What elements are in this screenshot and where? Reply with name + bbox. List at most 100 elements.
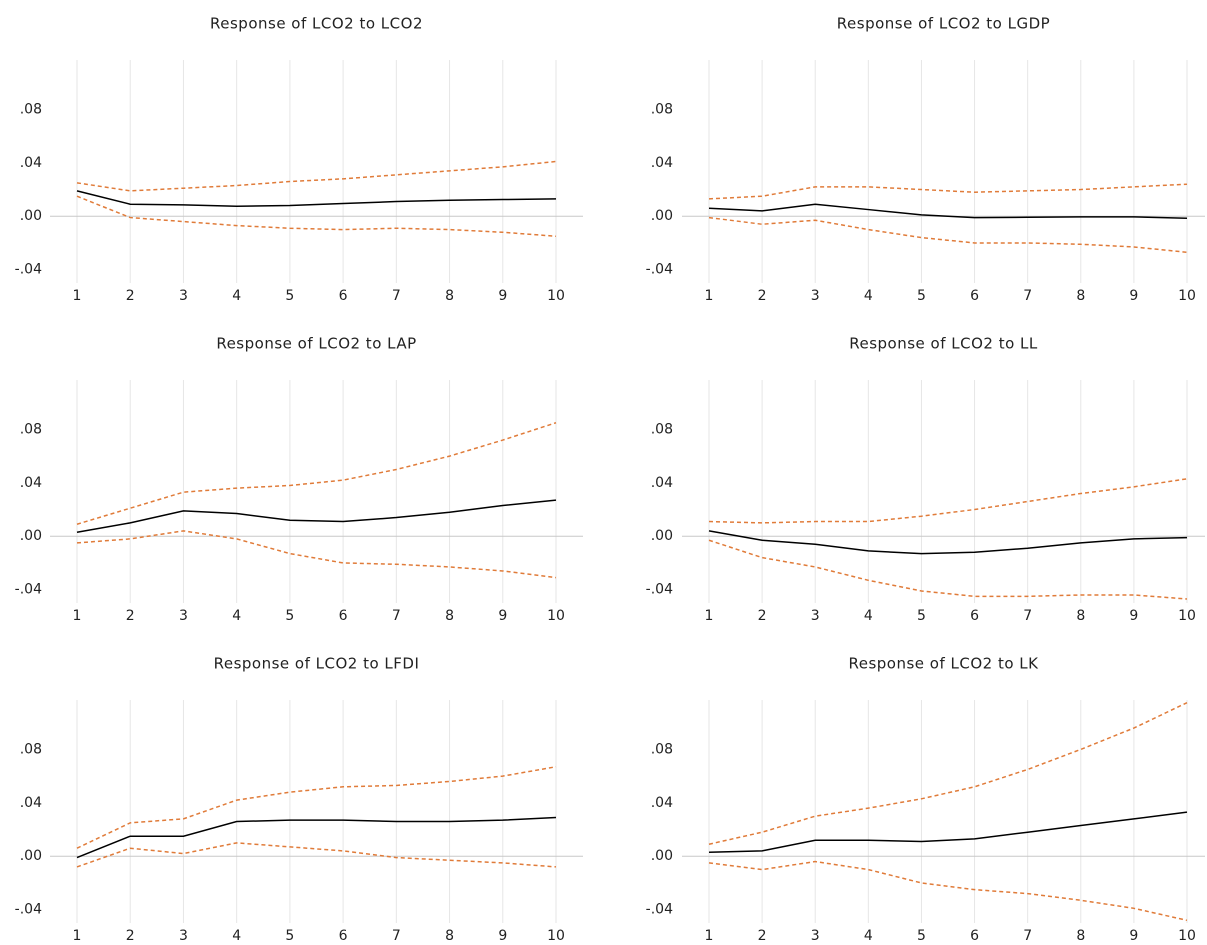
x-tick-label: 8 xyxy=(1076,928,1085,944)
x-tick-label: 3 xyxy=(811,928,820,944)
x-tick-label: 6 xyxy=(339,928,348,944)
x-tick-label: 7 xyxy=(1023,608,1032,624)
y-tick-label: .08 xyxy=(651,741,673,757)
x-tick-label: 2 xyxy=(758,928,767,944)
x-tick-label: 6 xyxy=(970,288,979,304)
x-tick-label: 5 xyxy=(917,288,926,304)
x-tick-label: 9 xyxy=(498,288,507,304)
x-tick-label: 10 xyxy=(1178,608,1196,624)
y-tick-label: -.04 xyxy=(646,582,673,598)
x-tick-label: 8 xyxy=(1076,608,1085,624)
y-tick-label: .00 xyxy=(20,528,42,544)
y-tick-label: -.04 xyxy=(15,902,42,918)
response-line xyxy=(708,811,1188,853)
response-line xyxy=(708,701,1188,845)
x-tick-label: 4 xyxy=(864,928,873,944)
x-tick-label: 9 xyxy=(1129,608,1138,624)
x-tick-label: 6 xyxy=(339,288,348,304)
y-tick-label: .08 xyxy=(20,421,42,437)
response-line xyxy=(76,422,557,525)
response-line xyxy=(76,160,557,192)
y-tick-label: .08 xyxy=(20,101,42,117)
x-tick-label: 7 xyxy=(392,928,401,944)
x-tick-label: 7 xyxy=(392,288,401,304)
x-tick-label: 10 xyxy=(547,928,565,944)
x-tick-label: 3 xyxy=(179,928,188,944)
x-tick-label: 3 xyxy=(179,608,188,624)
response-line xyxy=(76,195,557,238)
x-tick-label: 9 xyxy=(1129,288,1138,304)
response-line xyxy=(708,216,1188,254)
x-tick-label: 10 xyxy=(1178,928,1196,944)
chart-title: Response of LCO2 to LK xyxy=(848,655,1039,673)
x-tick-label: 6 xyxy=(970,928,979,944)
x-tick-label: 3 xyxy=(179,288,188,304)
y-tick-label: .04 xyxy=(651,475,673,491)
x-tick-label: 10 xyxy=(1178,288,1196,304)
x-tick-label: 1 xyxy=(705,608,714,624)
x-tick-label: 8 xyxy=(445,928,454,944)
x-tick-label: 9 xyxy=(498,608,507,624)
x-tick-label: 2 xyxy=(126,928,135,944)
x-tick-label: 8 xyxy=(1076,288,1085,304)
y-tick-label: .04 xyxy=(651,795,673,811)
y-tick-label: .04 xyxy=(20,155,42,171)
y-tick-label: .00 xyxy=(651,528,673,544)
x-tick-label: 6 xyxy=(339,608,348,624)
y-tick-label: .00 xyxy=(651,208,673,224)
x-tick-label: 4 xyxy=(232,928,241,944)
x-tick-label: 9 xyxy=(1129,928,1138,944)
x-tick-label: 10 xyxy=(547,608,565,624)
y-tick-label: -.04 xyxy=(15,262,42,278)
y-tick-label: .04 xyxy=(20,475,42,491)
x-tick-label: 7 xyxy=(1023,288,1032,304)
x-tick-label: 7 xyxy=(1023,928,1032,944)
x-tick-label: 2 xyxy=(758,288,767,304)
x-tick-label: 4 xyxy=(864,608,873,624)
chart-title: Response of LCO2 to LFDI xyxy=(214,655,420,673)
x-tick-label: 9 xyxy=(498,928,507,944)
x-tick-label: 5 xyxy=(285,288,294,304)
x-tick-label: 1 xyxy=(73,608,82,624)
x-tick-label: 4 xyxy=(232,288,241,304)
response-line xyxy=(76,499,557,533)
chart-title: Response of LCO2 to LGDP xyxy=(837,15,1050,33)
x-tick-label: 8 xyxy=(445,288,454,304)
response-line xyxy=(708,539,1188,600)
y-tick-label: -.04 xyxy=(646,902,673,918)
x-tick-label: 2 xyxy=(126,288,135,304)
response-line xyxy=(76,842,557,868)
chart-title: Response of LCO2 to LAP xyxy=(216,335,416,353)
y-tick-label: -.04 xyxy=(15,582,42,598)
response-line xyxy=(76,766,557,849)
response-line xyxy=(708,530,1188,555)
chart-title: Response of LCO2 to LL xyxy=(849,335,1038,353)
y-tick-label: .08 xyxy=(651,101,673,117)
x-tick-label: 2 xyxy=(758,608,767,624)
x-tick-label: 3 xyxy=(811,288,820,304)
x-tick-label: 3 xyxy=(811,608,820,624)
response-line xyxy=(76,816,557,859)
x-tick-label: 5 xyxy=(917,928,926,944)
x-tick-label: 4 xyxy=(232,608,241,624)
x-tick-label: 7 xyxy=(392,608,401,624)
x-tick-label: 5 xyxy=(285,608,294,624)
x-tick-label: 1 xyxy=(705,928,714,944)
response-line xyxy=(76,190,557,207)
x-tick-label: 1 xyxy=(73,928,82,944)
response-line xyxy=(708,203,1188,219)
y-tick-label: .00 xyxy=(20,848,42,864)
y-tick-label: .04 xyxy=(651,155,673,171)
x-tick-label: 5 xyxy=(285,928,294,944)
x-tick-label: 4 xyxy=(864,288,873,304)
x-tick-label: 1 xyxy=(73,288,82,304)
x-tick-label: 5 xyxy=(917,608,926,624)
response-line xyxy=(708,860,1188,922)
y-tick-label: .08 xyxy=(20,741,42,757)
x-tick-label: 10 xyxy=(547,288,565,304)
response-line xyxy=(708,478,1188,524)
y-tick-label: .00 xyxy=(651,848,673,864)
y-tick-label: .04 xyxy=(20,795,42,811)
y-tick-label: .08 xyxy=(651,421,673,437)
